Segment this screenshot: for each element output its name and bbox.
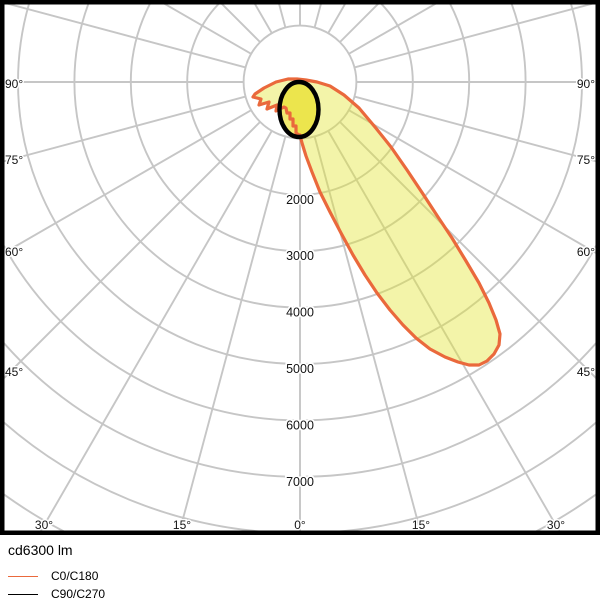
grid-spoke-300: [4, 109, 252, 254]
cd-label: 3000: [286, 249, 314, 263]
curves: [251, 77, 502, 367]
angle-label: 90°: [577, 77, 595, 91]
legend-label-c90: C90/C270: [51, 587, 106, 600]
grid-spoke-30: [327, 130, 561, 531]
grid-spoke-75: [354, 95, 596, 163]
angle-label: 15°: [412, 518, 430, 532]
legend-item-c90: C90/C270: [8, 585, 600, 600]
angle-label: 30°: [35, 518, 53, 532]
angle-label: 30°: [547, 518, 565, 532]
angle-label: 75°: [577, 153, 595, 167]
caption-area: cd6300 lm C0/C180 C90/C270: [0, 537, 600, 600]
cd-label: 2000: [286, 193, 314, 207]
chart-frame: [0, 0, 600, 535]
grid-spoke-330: [39, 130, 273, 531]
cd-label: 5000: [286, 362, 314, 376]
grid-spoke-60: [348, 109, 596, 254]
polar-grid: [4, 4, 596, 531]
angle-label: 75°: [5, 153, 23, 167]
grid-spoke-285: [4, 95, 246, 163]
angle-label: 45°: [577, 365, 595, 379]
chart-labels: 90° 75° 60° 45° 30° 15° 0° 15° 30° 45° 60° 75° 90° 20…: [4, 76, 597, 534]
c90-c270-fill: [279, 82, 319, 137]
grid-spoke-105: [354, 4, 593, 69]
angle-label: 60°: [5, 245, 23, 259]
flux-title: cd6300 lm: [8, 542, 73, 558]
cd-label: 6000: [286, 418, 314, 432]
polar-intensity-chart: 90° 75° 60° 45° 30° 15° 0° 15° 30° 45° 60° 75° 90° 20…: [0, 0, 600, 537]
c0-c180-fill: [253, 79, 500, 365]
c0-line-swatch: [8, 575, 38, 577]
grid-spoke-255: [7, 4, 246, 69]
grid-spoke-345: [178, 136, 287, 531]
polar-chart-area: 90° 75° 60° 45° 30° 15° 0° 15° 30° 45° 60° 75° 90° 20…: [0, 0, 600, 537]
cd-label: 4000: [286, 306, 314, 320]
grid-spoke-45: [339, 121, 596, 379]
angle-label: 90°: [5, 77, 23, 91]
legend: C0/C180 C90/C270: [8, 567, 600, 600]
angle-label: 0°: [294, 518, 306, 532]
legend-item-c0: C0/C180: [8, 567, 600, 585]
cd-label: 7000: [286, 475, 314, 489]
legend-label-c0: C0/C180: [51, 569, 99, 583]
c90-line-swatch: [8, 593, 38, 595]
grid-spoke-315: [4, 121, 261, 379]
angle-label: 45°: [5, 365, 23, 379]
angle-label: 60°: [577, 245, 595, 259]
c0-c180-curve: [251, 77, 502, 367]
angle-label: 15°: [173, 518, 191, 532]
c90-c270-curve: [277, 79, 321, 140]
